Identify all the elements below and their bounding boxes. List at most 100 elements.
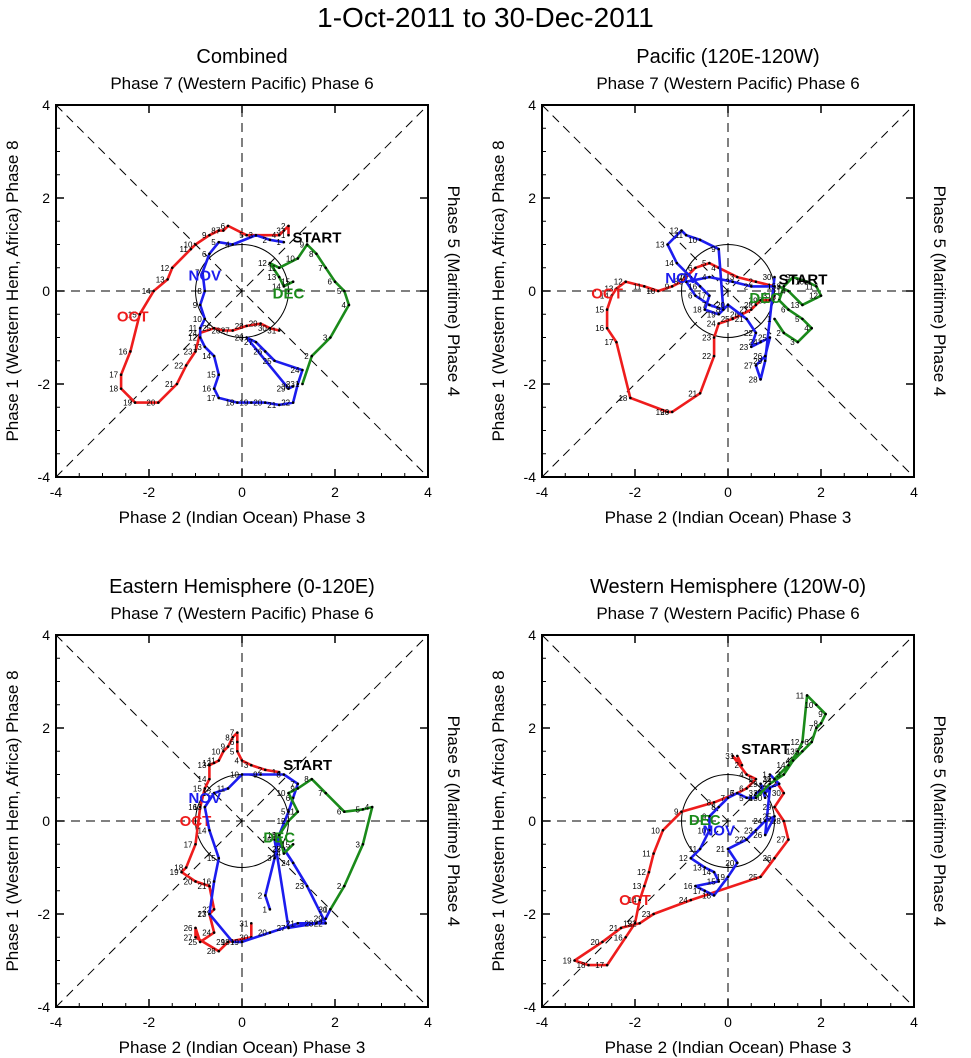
day-label: 20 xyxy=(660,408,669,417)
day-label: 20 xyxy=(716,301,725,310)
day-label: 14 xyxy=(198,775,207,784)
day-point xyxy=(324,791,328,795)
right-axis-label: Phase 5 (Maritime) Phase 4 xyxy=(444,716,463,927)
day-label: 27 xyxy=(739,306,748,315)
day-point xyxy=(240,940,244,944)
day-label: 9 xyxy=(786,273,791,282)
day-point xyxy=(782,791,786,795)
day-label: 27 xyxy=(277,924,286,933)
y-tick-label: -4 xyxy=(38,469,51,485)
day-label: 3 xyxy=(776,771,781,780)
day-label: 18 xyxy=(109,385,118,394)
day-point xyxy=(745,796,748,800)
day-label: 18 xyxy=(618,394,627,403)
day-label: 12 xyxy=(258,259,267,268)
day-point xyxy=(717,322,720,325)
day-point xyxy=(684,233,688,237)
day-point xyxy=(777,299,781,302)
y-tick-label: -4 xyxy=(38,999,51,1015)
day-point xyxy=(745,317,748,321)
x-tick-label: 0 xyxy=(724,1014,732,1030)
day-point xyxy=(198,336,202,339)
day-label: 27 xyxy=(777,836,786,845)
day-label: 7 xyxy=(290,780,295,789)
day-point xyxy=(754,791,758,795)
day-point xyxy=(759,782,762,786)
day-point xyxy=(296,810,300,813)
x-tick-label: -2 xyxy=(629,1014,642,1030)
day-point xyxy=(605,963,609,967)
day-label: 16 xyxy=(688,282,697,291)
day-point xyxy=(217,949,221,953)
day-point xyxy=(119,373,123,377)
day-label: 3 xyxy=(267,854,272,863)
day-label: 7 xyxy=(195,268,200,277)
y-tick-label: -2 xyxy=(524,376,537,392)
day-point xyxy=(638,922,641,925)
day-point xyxy=(694,294,697,297)
unit-circle xyxy=(681,244,775,338)
day-label: 15 xyxy=(767,282,776,291)
day-point xyxy=(736,275,739,279)
bottom-axis-label: Phase 2 (Indian Ocean) Phase 3 xyxy=(605,1038,852,1057)
day-label: 14 xyxy=(198,826,207,835)
day-label: 21 xyxy=(688,389,697,398)
day-point xyxy=(754,796,758,800)
day-point xyxy=(282,229,286,232)
day-label: 15 xyxy=(193,784,202,793)
day-label: 17 xyxy=(109,371,118,380)
top-axis-label: Phase 7 (Western Pacific) Phase 6 xyxy=(110,604,373,623)
day-label: 26 xyxy=(730,310,739,319)
day-label: 6 xyxy=(730,789,735,798)
panel-western-hemisphere: Western Hemisphere (120W-0) Phase 7 (West… xyxy=(489,576,949,1057)
day-point xyxy=(291,280,295,283)
day-label: 6 xyxy=(221,222,226,231)
day-label: 12 xyxy=(202,759,211,768)
day-point xyxy=(240,773,244,776)
x-tick-label: -2 xyxy=(143,1014,156,1030)
month-label-dec: DEC xyxy=(263,829,295,846)
day-point xyxy=(754,364,758,367)
day-label: 12 xyxy=(202,789,211,798)
day-label: 30 xyxy=(258,324,267,333)
day-point xyxy=(370,805,374,809)
day-label: 10 xyxy=(795,278,804,287)
day-point xyxy=(203,805,207,809)
day-point xyxy=(698,392,702,395)
day-label: 9 xyxy=(221,743,226,752)
day-label: 23 xyxy=(702,334,711,343)
day-point xyxy=(768,299,772,302)
trajectory-nov xyxy=(198,233,304,407)
day-point xyxy=(736,861,739,865)
day-label: 11 xyxy=(805,282,814,291)
day-label: 2 xyxy=(281,222,286,231)
day-label: 17 xyxy=(198,910,207,919)
day-label: 27 xyxy=(184,933,193,942)
day-point xyxy=(138,312,141,316)
day-point xyxy=(787,289,790,293)
day-label: 7 xyxy=(318,789,323,798)
day-label: 20 xyxy=(184,877,193,886)
day-label: 25 xyxy=(749,873,758,882)
day-point xyxy=(236,731,239,734)
day-label: 10 xyxy=(646,287,655,296)
day-label: 16 xyxy=(684,882,693,891)
day-point xyxy=(240,759,244,762)
day-label: 18 xyxy=(702,891,711,900)
day-point xyxy=(736,754,739,758)
day-label: 30 xyxy=(758,296,767,305)
y-tick-label: 2 xyxy=(528,720,536,736)
day-label: 23 xyxy=(286,380,295,389)
day-label: 9 xyxy=(702,812,707,821)
day-label: 11 xyxy=(286,808,295,817)
day-point xyxy=(212,326,216,330)
day-point xyxy=(222,749,225,753)
day-point xyxy=(305,243,309,246)
day-label: 6 xyxy=(286,794,291,803)
day-point xyxy=(768,787,772,790)
day-point xyxy=(643,884,646,888)
day-point xyxy=(619,926,623,930)
day-point xyxy=(796,749,800,753)
day-point xyxy=(712,354,716,358)
day-label: 25 xyxy=(188,938,197,947)
